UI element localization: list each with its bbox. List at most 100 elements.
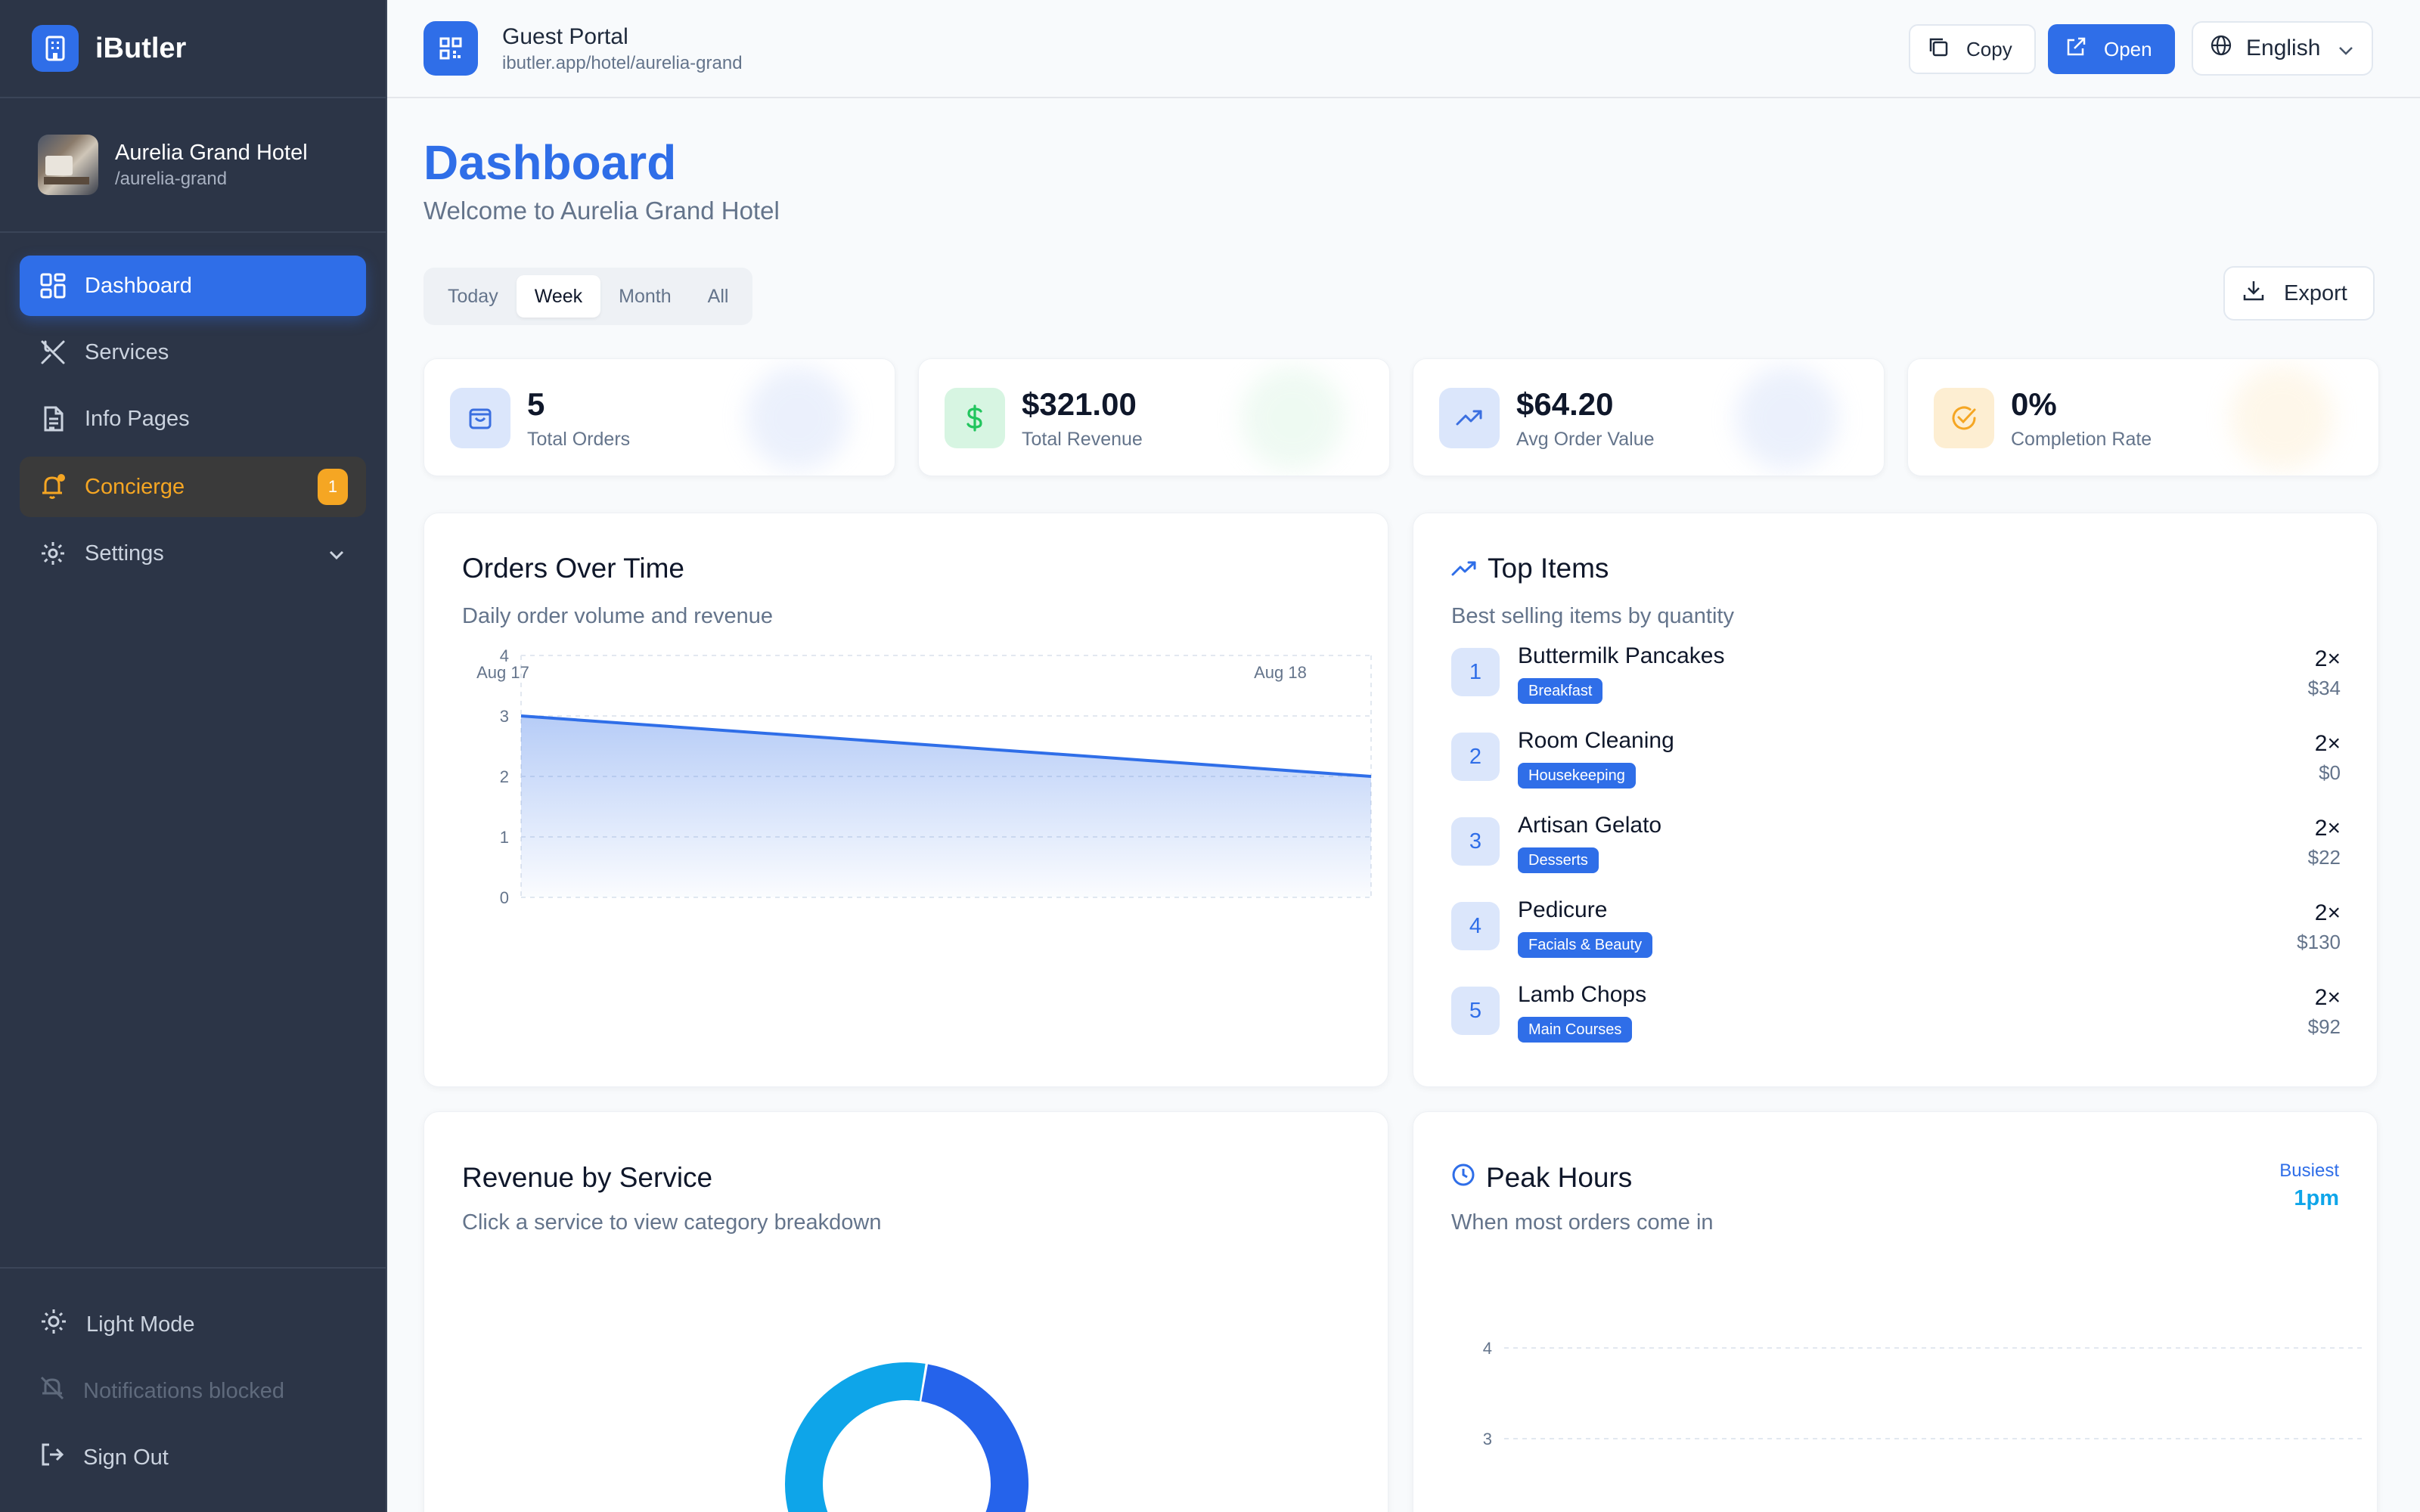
- sign-out-button[interactable]: Sign Out: [26, 1424, 360, 1491]
- trending-up-icon: [1439, 388, 1500, 448]
- card-subtitle: When most orders come in: [1451, 1210, 1714, 1235]
- sidebar-footer: Light Mode Notifications blocked Sign Ou…: [0, 1267, 386, 1512]
- open-button[interactable]: Open: [2048, 24, 2175, 74]
- sign-out-icon: [39, 1442, 65, 1473]
- item-revenue: $0: [2319, 761, 2341, 784]
- rank-badge: 5: [1451, 987, 1500, 1035]
- portal-title: Guest Portal: [502, 24, 628, 49]
- qr-code-icon: [424, 21, 478, 76]
- copy-label: Copy: [1966, 37, 2012, 60]
- bell-icon: [38, 472, 68, 502]
- sun-icon: [39, 1307, 68, 1342]
- item-name: Pedicure: [1518, 897, 1608, 922]
- donut-slice[interactable]: [785, 1362, 926, 1512]
- rank-badge: 3: [1451, 817, 1500, 866]
- date-range-tabs: Today Week Month All: [424, 268, 753, 325]
- hotel-switcher[interactable]: Aurelia Grand Hotel /aurelia-grand: [0, 98, 386, 233]
- copy-button[interactable]: Copy: [1909, 24, 2036, 74]
- card-subtitle: Best selling items by quantity: [1451, 604, 1734, 628]
- y-tick-label: 3: [500, 707, 509, 726]
- busiest-label: Busiest: [2279, 1160, 2339, 1181]
- nav-item-info-pages[interactable]: Info Pages: [20, 389, 366, 449]
- top-items-card: Top Items Best selling items by quantity…: [1413, 513, 2378, 1087]
- check-circle-icon: [1934, 388, 1994, 448]
- top-bar: Guest Portal ibutler.app/hotel/aurelia-g…: [387, 0, 2420, 98]
- light-mode-toggle[interactable]: Light Mode: [26, 1291, 360, 1358]
- dollar-icon: [945, 388, 1005, 448]
- list-item[interactable]: 1 Buttermilk Pancakes Breakfast 2× $34: [1451, 643, 2341, 716]
- revenue-donut-chart: [785, 1362, 1028, 1512]
- revenue-by-service-card: Revenue by Service Click a service to vi…: [424, 1111, 1388, 1512]
- hotel-avatar: [38, 135, 98, 195]
- y-tick-label: 1: [500, 828, 509, 847]
- stat-value: $64.20: [1516, 386, 1614, 422]
- y-tick-label: 0: [500, 888, 509, 907]
- card-title: Orders Over Time: [462, 553, 684, 584]
- open-label: Open: [2104, 37, 2152, 60]
- card-title: Revenue by Service: [462, 1162, 713, 1193]
- hotel-slug: /aurelia-grand: [115, 168, 228, 189]
- range-tab-month[interactable]: Month: [619, 285, 672, 307]
- orders-area: [521, 716, 1371, 897]
- y-tick-label: 4: [1483, 1339, 1492, 1358]
- peak-hours-chart: 234: [1483, 1339, 2363, 1448]
- x-tick-label: Aug 17: [476, 663, 529, 682]
- list-item[interactable]: 5 Lamb Chops Main Courses 2× $92: [1451, 982, 2341, 1055]
- nav-item-settings[interactable]: Settings: [20, 523, 366, 584]
- stat-card-completion-rate: 0% Completion Rate: [1907, 358, 2379, 476]
- category-tag: Main Courses: [1518, 1017, 1633, 1043]
- item-quantity: 2×: [2314, 731, 2341, 756]
- item-quantity: 2×: [2314, 816, 2341, 841]
- stat-glow: [1241, 367, 1344, 469]
- category-tag: Facials & Beauty: [1518, 932, 1653, 958]
- nav-item-dashboard[interactable]: Dashboard: [20, 256, 366, 316]
- bell-off-icon: [39, 1375, 65, 1407]
- item-quantity: 2×: [2314, 985, 2341, 1010]
- language-label: English: [2246, 36, 2321, 60]
- x-tick-label: Aug 18: [1254, 663, 1307, 682]
- export-label: Export: [2284, 280, 2347, 305]
- copy-icon: [1927, 36, 1950, 64]
- list-item[interactable]: 2 Room Cleaning Housekeeping 2× $0: [1451, 728, 2341, 801]
- orders-over-time-card: Orders Over Time Daily order volume and …: [424, 513, 1388, 1087]
- y-tick-label: 2: [500, 767, 509, 786]
- dashboard-icon: [38, 271, 68, 301]
- range-tab-week[interactable]: Week: [516, 275, 601, 318]
- orders-line: [520, 714, 1372, 778]
- nav-item-concierge[interactable]: Concierge 1: [20, 457, 366, 517]
- stat-value: $321.00: [1022, 386, 1137, 422]
- item-revenue: $130: [2297, 931, 2341, 953]
- top-items-title: Top Items: [1488, 553, 1609, 584]
- stat-label: Total Orders: [527, 429, 631, 450]
- nav-label: Info Pages: [85, 406, 190, 431]
- stat-glow: [1736, 367, 1838, 469]
- utensils-icon: [38, 337, 68, 367]
- stat-value: 5: [527, 386, 545, 422]
- building-icon: [32, 25, 79, 72]
- nav-label: Concierge: [85, 474, 185, 499]
- language-select[interactable]: English: [2192, 21, 2373, 76]
- external-link-icon: [2065, 36, 2087, 64]
- brand[interactable]: iButler: [0, 0, 386, 98]
- export-button[interactable]: Export: [2223, 266, 2375, 321]
- list-item[interactable]: 3 Artisan Gelato Desserts 2× $22: [1451, 813, 2341, 885]
- item-name: Room Cleaning: [1518, 728, 1674, 753]
- list-item[interactable]: 4 Pedicure Facials & Beauty 2× $130: [1451, 897, 2341, 970]
- y-tick-label: 3: [1483, 1430, 1492, 1448]
- category-tag: Housekeeping: [1518, 763, 1636, 789]
- card-subtitle: Click a service to view category breakdo…: [462, 1210, 882, 1235]
- main-nav: Dashboard Services Info Pages Concierge …: [0, 233, 386, 612]
- range-tab-all[interactable]: All: [707, 285, 729, 307]
- y-tick-label: 4: [500, 646, 509, 665]
- rank-badge: 2: [1451, 733, 1500, 781]
- nav-label: Dashboard: [85, 273, 192, 298]
- rank-badge: 1: [1451, 648, 1500, 696]
- nav-item-services[interactable]: Services: [20, 322, 366, 383]
- category-tag: Desserts: [1518, 847, 1599, 873]
- nav-label: Services: [85, 339, 169, 364]
- item-quantity: 2×: [2314, 646, 2341, 671]
- item-name: Buttermilk Pancakes: [1518, 643, 1725, 668]
- range-tab-today[interactable]: Today: [448, 285, 498, 307]
- donut-slice[interactable]: [917, 1364, 1028, 1512]
- main-content: Dashboard Welcome to Aurelia Grand Hotel…: [387, 98, 2420, 1512]
